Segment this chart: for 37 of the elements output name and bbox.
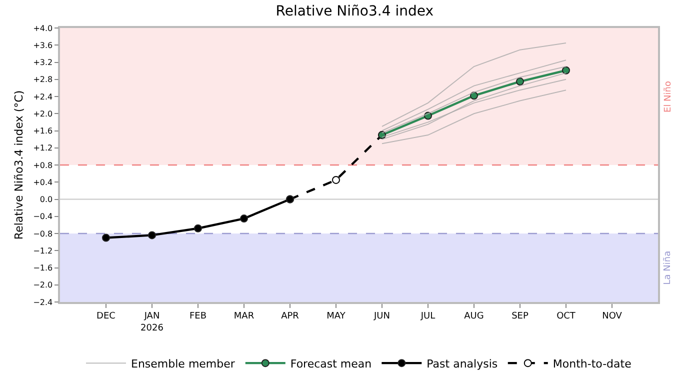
y-tick-label: −1.2 bbox=[33, 246, 53, 256]
y-tick-label: +3.2 bbox=[33, 58, 53, 68]
y-tick-label: +1.6 bbox=[33, 126, 53, 136]
y-tick-label: −2.4 bbox=[33, 298, 53, 307]
y-tick-label: +2.8 bbox=[33, 75, 53, 84]
y-axis-title: Relative Niño3.4 index (°C) bbox=[12, 90, 26, 240]
y-tick-label: +2.4 bbox=[33, 92, 53, 102]
x-tick-label: JUN bbox=[373, 312, 390, 322]
y-tick-label: −0.4 bbox=[33, 212, 53, 222]
x-tick-label: MAR bbox=[234, 312, 254, 322]
x-tick-label: DEC bbox=[96, 312, 116, 322]
band-label: La Niña bbox=[663, 250, 674, 285]
x-tick-label: JAN 2026 bbox=[140, 312, 164, 334]
legend-label: Ensemble member bbox=[131, 357, 236, 370]
x-tick-label: JUL bbox=[420, 312, 436, 322]
legend-label: Past analysis bbox=[426, 357, 498, 370]
x-tick-label: APR bbox=[281, 312, 299, 322]
y-tick-label: −1.6 bbox=[33, 264, 53, 273]
y-tick-label: +4.0 bbox=[33, 24, 53, 33]
x-tick-label: SEP bbox=[512, 312, 529, 322]
y-tick-label: −0.8 bbox=[33, 229, 53, 238]
x-tick-label: OCT bbox=[556, 312, 576, 322]
legend-label: Forecast mean bbox=[290, 357, 372, 370]
x-tick-label: AUG bbox=[464, 312, 484, 322]
x-tick-label: MAY bbox=[326, 312, 346, 322]
y-tick-label: +3.6 bbox=[33, 40, 53, 50]
y-tick-label: +1.2 bbox=[33, 144, 53, 153]
y-tick-label: 0.0 bbox=[40, 195, 53, 204]
x-tick-label: FEB bbox=[189, 312, 207, 322]
y-tick-label: +0.4 bbox=[33, 178, 53, 187]
chart-title: Relative Niño3.4 index bbox=[276, 4, 434, 20]
y-tick-label: −2.0 bbox=[33, 280, 53, 290]
x-tick-label: NOV bbox=[602, 312, 623, 322]
legend-label: Month-to-date bbox=[552, 357, 632, 370]
y-tick-label: +2.0 bbox=[33, 109, 53, 118]
y-tick-label: +0.8 bbox=[33, 160, 53, 170]
band-label: El Niño bbox=[663, 80, 674, 112]
